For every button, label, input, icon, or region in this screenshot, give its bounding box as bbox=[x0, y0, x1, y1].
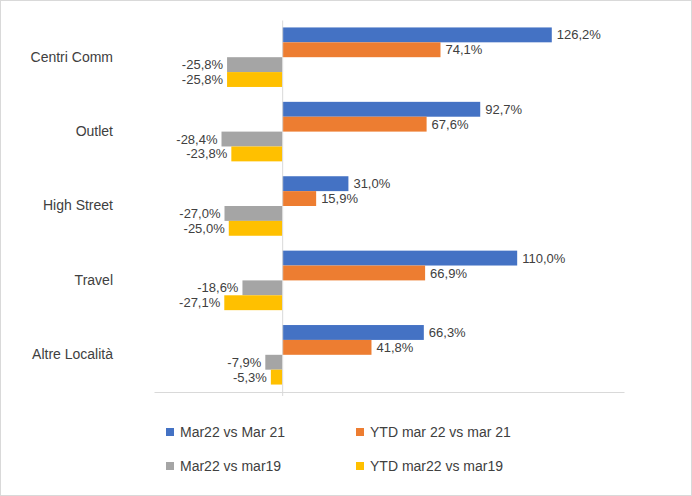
bar bbox=[231, 146, 282, 161]
bar bbox=[282, 102, 480, 117]
data-label: -28,4% bbox=[176, 132, 218, 147]
data-label: -27,1% bbox=[179, 295, 221, 310]
bar bbox=[224, 295, 282, 310]
data-label: 15,9% bbox=[321, 191, 358, 206]
x-tick-mark bbox=[282, 392, 283, 396]
data-label: 66,3% bbox=[429, 325, 466, 340]
data-label: 41,8% bbox=[376, 340, 413, 355]
bar bbox=[265, 355, 282, 370]
bar bbox=[282, 27, 552, 42]
legend-item: Mar22 vs mar19 bbox=[166, 458, 281, 474]
data-label: 74,1% bbox=[445, 42, 482, 57]
legend-item: YTD mar 22 vs mar 21 bbox=[356, 424, 511, 440]
data-label: -25,0% bbox=[184, 221, 226, 236]
data-label: -25,8% bbox=[182, 57, 224, 72]
bar bbox=[282, 340, 371, 355]
bar bbox=[282, 191, 316, 206]
data-labels: 126,2% 92,7% 31,0% 110,0% 66,3% 74,1% 67,6% 15,… bbox=[176, 27, 601, 384]
x-tick bbox=[282, 392, 283, 396]
bar bbox=[222, 132, 283, 147]
bar bbox=[242, 280, 282, 295]
y-tick-label: Altre Località bbox=[32, 346, 113, 362]
data-label: -5,3% bbox=[233, 370, 267, 385]
data-label: -7,9% bbox=[227, 355, 261, 370]
y-tick-label: High Street bbox=[43, 197, 113, 213]
chart: Centri Comm Outlet High Street Travel Altre … bbox=[0, 0, 692, 496]
bar bbox=[282, 266, 425, 281]
bar bbox=[282, 325, 424, 340]
legend-swatch bbox=[166, 428, 174, 436]
y-tick: Travel bbox=[75, 272, 113, 288]
data-label: 66,9% bbox=[430, 266, 467, 281]
data-label: 67,6% bbox=[432, 117, 469, 132]
legend-label: Mar22 vs mar19 bbox=[180, 458, 281, 474]
bar bbox=[229, 221, 282, 236]
y-axis-line bbox=[282, 21, 283, 393]
bar bbox=[282, 117, 426, 132]
bar bbox=[271, 370, 282, 385]
legend-label: YTD mar22 vs mar19 bbox=[370, 458, 503, 474]
y-tick-label: Travel bbox=[75, 272, 113, 288]
y-tick: Altre Località bbox=[32, 346, 113, 362]
y-tick: Outlet bbox=[76, 123, 113, 139]
x-axis-line bbox=[155, 392, 625, 393]
data-label: 92,7% bbox=[485, 102, 522, 117]
data-label: -23,8% bbox=[186, 146, 228, 161]
data-label: 110,0% bbox=[522, 251, 566, 266]
bar bbox=[227, 72, 282, 87]
legend-label: Mar22 vs Mar 21 bbox=[180, 424, 285, 440]
y-tick-label: Outlet bbox=[76, 123, 113, 139]
legend-swatch bbox=[356, 462, 364, 470]
bar bbox=[282, 176, 348, 191]
bars bbox=[222, 27, 552, 384]
bar bbox=[282, 42, 440, 57]
data-label: 31,0% bbox=[353, 176, 390, 191]
data-label: -25,8% bbox=[182, 72, 224, 87]
y-tick-label: Centri Comm bbox=[31, 49, 113, 65]
legend-swatch bbox=[166, 462, 174, 470]
bar bbox=[282, 251, 517, 266]
y-tick: Centri Comm bbox=[31, 49, 113, 65]
bar bbox=[225, 206, 283, 221]
y-axis: Centri Comm Outlet High Street Travel Altre … bbox=[31, 21, 283, 393]
legend-swatch bbox=[356, 428, 364, 436]
data-label: 126,2% bbox=[557, 27, 602, 42]
legend-label: YTD mar 22 vs mar 21 bbox=[370, 424, 511, 440]
x-axis bbox=[155, 392, 625, 396]
legend-item: Mar22 vs Mar 21 bbox=[166, 424, 285, 440]
data-label: -18,6% bbox=[197, 280, 239, 295]
chart-frame bbox=[1, 1, 692, 496]
data-label: -27,0% bbox=[179, 206, 221, 221]
legend: Mar22 vs Mar 21 YTD mar 22 vs mar 21 Mar22… bbox=[166, 424, 511, 474]
legend-item: YTD mar22 vs mar19 bbox=[356, 458, 503, 474]
bar bbox=[227, 57, 282, 72]
y-tick: High Street bbox=[43, 197, 113, 213]
